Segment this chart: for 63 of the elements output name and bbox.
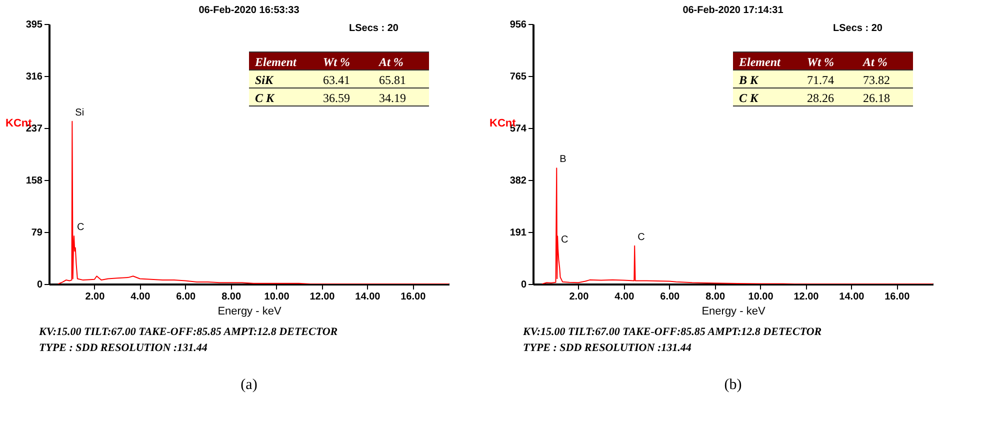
x-tick-label: 2.00 xyxy=(85,292,106,302)
annotation: 73.82 xyxy=(863,73,890,87)
y-tick-label: 316 xyxy=(26,72,43,82)
annotation: SiK xyxy=(255,73,274,87)
y-tick-label: 191 xyxy=(510,228,527,239)
annotation: At % xyxy=(378,55,404,69)
annotation: Element xyxy=(254,55,297,69)
annotation: C xyxy=(561,234,568,246)
y-tick-label: 158 xyxy=(26,176,43,186)
annotation: Si xyxy=(75,107,84,118)
x-tick-label: 2.00 xyxy=(569,292,590,302)
annotation: Element xyxy=(738,55,781,69)
annotation: 65.81 xyxy=(379,73,406,87)
text: KV:15.00 TILT:67.00 TAKE-OFF:85.85 AMPT:12.8 DETECTOR xyxy=(38,326,338,338)
annotation: B xyxy=(560,154,567,166)
x-tick-label: 4.00 xyxy=(614,292,635,302)
chart-title: 06-Feb-2020 17:14:31 xyxy=(682,5,784,16)
x-axis-title: Energy - keV xyxy=(218,306,282,318)
y-tick-label: 956 xyxy=(510,20,527,30)
x-tick-label: 6.00 xyxy=(176,292,196,302)
annotation: 63.41 xyxy=(323,73,350,87)
annotation: 36.59 xyxy=(323,91,350,105)
y-tick-label: 0 xyxy=(520,280,527,290)
x-tick-label: 14.00 xyxy=(355,292,381,302)
y-tick-label: 765 xyxy=(510,71,527,82)
annotation: 26.18 xyxy=(863,91,890,105)
y-tick-label: 0 xyxy=(36,280,43,290)
line-series xyxy=(542,168,933,284)
x-tick-label: 8.00 xyxy=(222,292,242,302)
text: KV:15.00 TILT:67.00 TAKE-OFF:85.85 AMPT:12.8 DETECTOR xyxy=(522,326,822,338)
x-tick-label: 10.00 xyxy=(748,292,774,302)
annotation: 28.26 xyxy=(807,91,834,105)
x-tick-label: 12.00 xyxy=(794,292,820,302)
annotation: LSecs : 20 xyxy=(833,23,883,34)
annotation: C xyxy=(77,222,84,233)
line-series xyxy=(58,120,449,284)
x-tick-label: 4.00 xyxy=(130,292,151,302)
x-tick-label: 16.00 xyxy=(884,292,910,302)
y-tick-label: 79 xyxy=(31,228,43,238)
annotation: C K xyxy=(739,91,760,105)
annotation: B K xyxy=(738,73,760,87)
annotation: At % xyxy=(862,55,888,69)
x-tick-label: 12.00 xyxy=(310,292,336,302)
text: TYPE : SDD RESOLUTION :131.44 xyxy=(39,342,208,354)
annotation: 71.74 xyxy=(807,73,834,87)
x-tick-label: 16.00 xyxy=(400,292,426,302)
annotation: C xyxy=(638,232,645,243)
text: (a) xyxy=(240,377,258,393)
annotation: Wt % xyxy=(807,55,834,69)
y-tick-label: 382 xyxy=(510,176,527,187)
text: (b) xyxy=(724,377,742,393)
x-tick-label: 14.00 xyxy=(839,292,865,302)
chart-title: 06-Feb-2020 16:53:33 xyxy=(198,5,300,16)
annotation: LSecs : 20 xyxy=(349,23,399,34)
x-axis-title: Energy - keV xyxy=(702,306,766,318)
x-tick-label: 10.00 xyxy=(264,292,290,302)
x-tick-label: 6.00 xyxy=(660,292,680,302)
annotation: 34.19 xyxy=(379,91,406,105)
annotation: C K xyxy=(255,91,276,105)
y-tick-label: 395 xyxy=(26,20,43,30)
text: TYPE : SDD RESOLUTION :131.44 xyxy=(523,342,692,354)
x-tick-label: 8.00 xyxy=(706,292,726,302)
annotation: Wt % xyxy=(323,55,350,69)
